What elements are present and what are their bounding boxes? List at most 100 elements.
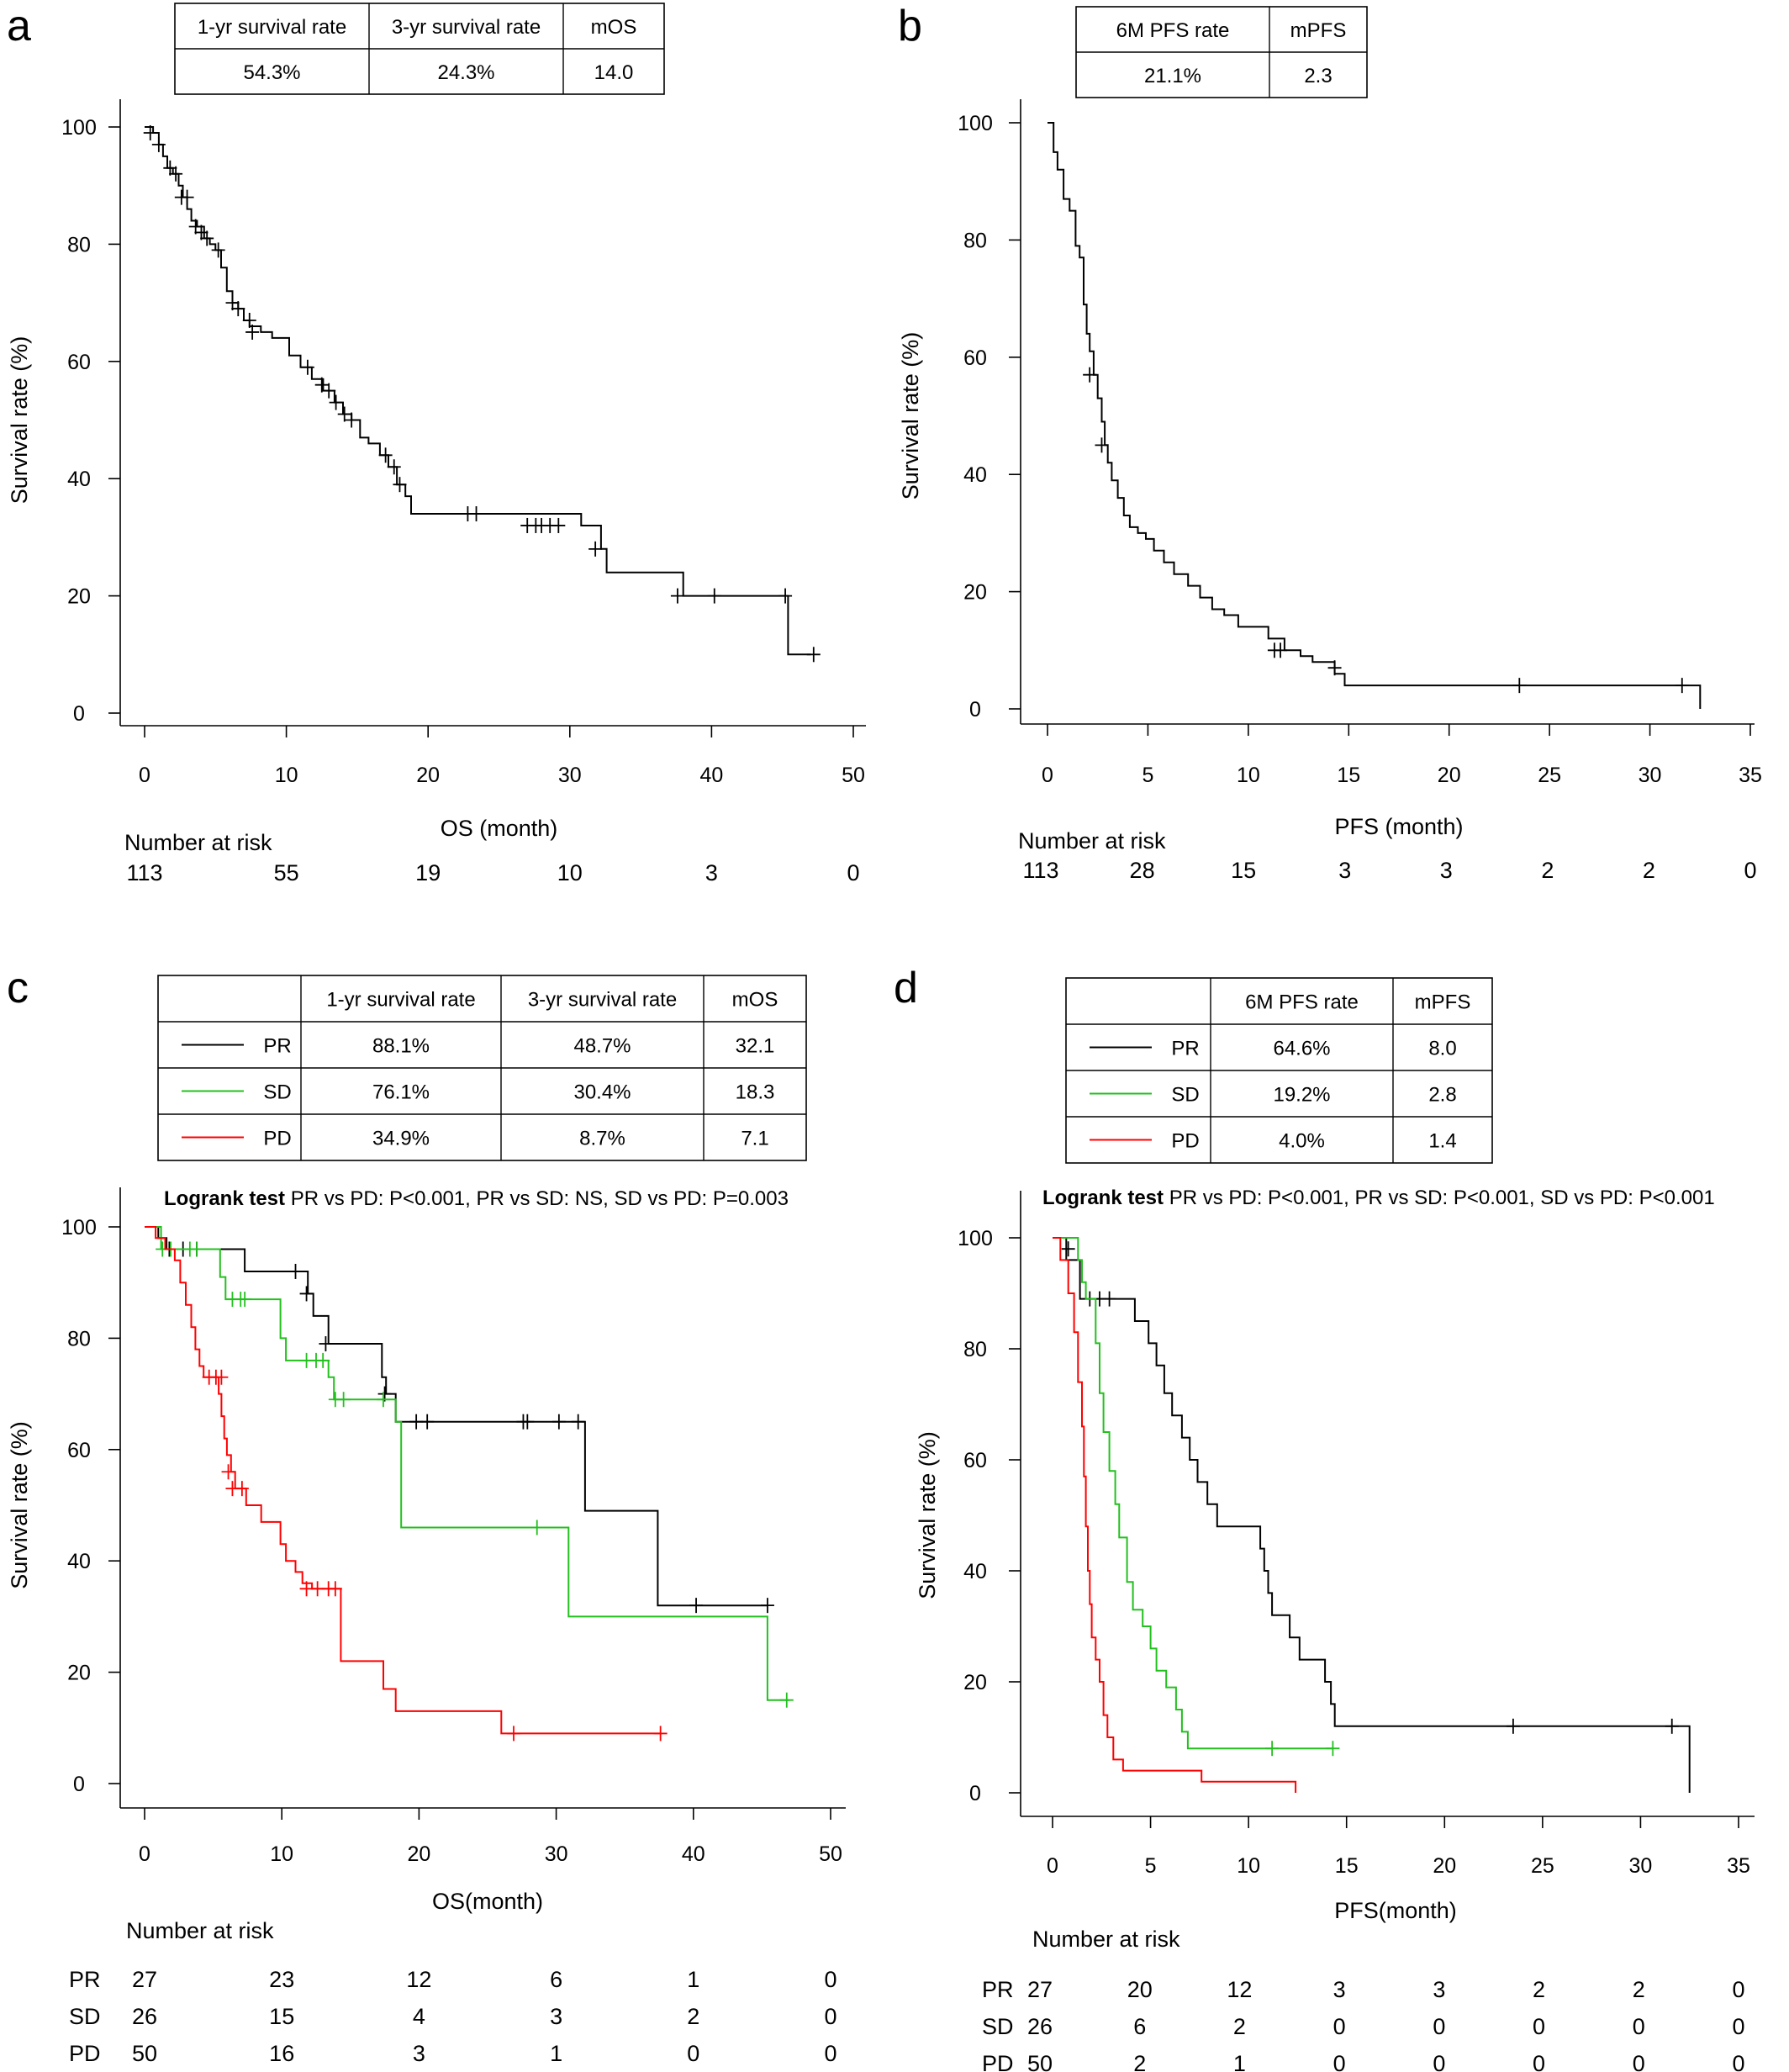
risk-count: 27 <box>132 1967 157 1992</box>
risk-count: 2 <box>1133 2051 1146 2072</box>
risk-count: 50 <box>1027 2051 1053 2072</box>
stats-table-cell: 1.4 <box>1428 1130 1456 1153</box>
stats-table-header: mPFS <box>1415 991 1471 1014</box>
logrank-label: Logrank test <box>164 1187 285 1210</box>
risk-count: 6 <box>1133 2014 1146 2039</box>
risk-count: 27 <box>1027 1977 1053 2002</box>
x-tick-label: 50 <box>819 1842 842 1866</box>
risk-count: 1 <box>550 2041 562 2066</box>
y-tick-label: 0 <box>969 1782 981 1805</box>
risk-count: 3 <box>1440 858 1453 883</box>
x-tick-label: 20 <box>1438 764 1461 787</box>
stats-table-cell: 30.4% <box>573 1081 631 1104</box>
x-axis-label: PFS(month) <box>1334 1898 1457 1923</box>
x-tick-label: 0 <box>1047 1854 1058 1878</box>
x-tick-label: 0 <box>139 764 150 787</box>
x-tick-label: 10 <box>270 1842 293 1866</box>
stats-table-cell: 32.1 <box>736 1035 775 1058</box>
risk-row-label: PD <box>69 2041 101 2066</box>
km-curve-pd <box>1053 1237 1297 1793</box>
risk-row-label: PD <box>982 2051 1014 2072</box>
risk-count: 3 <box>1338 858 1351 883</box>
risk-count: 113 <box>1022 858 1058 883</box>
risk-count: 0 <box>1333 2051 1346 2072</box>
legend-label-pd: PD <box>1171 1130 1199 1153</box>
risk-count: 50 <box>132 2041 157 2066</box>
risk-count: 20 <box>1127 1977 1153 2002</box>
stats-table-cell: 4.0% <box>1279 1130 1325 1153</box>
risk-count: 0 <box>1744 858 1756 883</box>
number-at-risk-title: Number at risk <box>124 830 272 855</box>
stats-table-header: 1-yr survival rate <box>326 989 475 1012</box>
logrank-test-note: Logrank test PR vs PD: P<0.001, PR vs SD… <box>164 1187 789 1210</box>
km-curve-sd <box>145 1226 789 1701</box>
risk-count: 0 <box>1533 2051 1545 2072</box>
x-tick-label: 5 <box>1142 764 1153 787</box>
km-curve-pr <box>1053 1237 1691 1793</box>
y-tick-label: 60 <box>67 1439 91 1462</box>
x-tick-label: 0 <box>139 1842 150 1866</box>
x-tick-label: 30 <box>1629 1854 1653 1878</box>
risk-count: 0 <box>847 860 859 885</box>
x-tick-label: 35 <box>1739 764 1762 787</box>
risk-count: 15 <box>269 2004 294 2029</box>
risk-count: 2 <box>1643 858 1655 883</box>
x-tick-label: 10 <box>1237 1854 1260 1878</box>
stats-table-header: 6M PFS rate <box>1116 19 1230 42</box>
risk-count: 26 <box>132 2004 157 2029</box>
panel-letter: d <box>894 964 918 1012</box>
x-tick-label: 35 <box>1727 1854 1750 1878</box>
panel-letter: c <box>7 964 29 1012</box>
risk-count: 0 <box>1633 2014 1645 2039</box>
risk-count: 2 <box>1233 2014 1246 2039</box>
stats-table-cell: 21.1% <box>1144 65 1201 87</box>
risk-row-label: PR <box>982 1977 1014 2002</box>
x-tick-label: 15 <box>1335 1854 1359 1878</box>
risk-count: 2 <box>1541 858 1554 883</box>
stats-table-cell: 2.8 <box>1428 1084 1456 1107</box>
risk-count: 26 <box>1027 2014 1053 2039</box>
stats-table-header: 3-yr survival rate <box>528 989 677 1012</box>
y-tick-label: 100 <box>958 1227 993 1250</box>
y-tick-label: 80 <box>67 1327 91 1350</box>
y-tick-label: 80 <box>67 233 91 256</box>
y-tick-label: 60 <box>963 346 987 370</box>
stats-table-cell: 34.9% <box>372 1128 430 1150</box>
risk-count: 0 <box>1732 2014 1744 2039</box>
logrank-label: Logrank test <box>1042 1187 1164 1209</box>
km-curve-all <box>1048 122 1702 709</box>
risk-count: 113 <box>126 860 162 885</box>
x-tick-label: 5 <box>1145 1854 1157 1878</box>
risk-count: 23 <box>269 1967 294 1992</box>
y-tick-label: 40 <box>963 463 987 487</box>
x-axis-label: PFS (month) <box>1334 814 1463 839</box>
y-tick-label: 20 <box>67 585 91 609</box>
stats-table-cell: 64.6% <box>1273 1038 1330 1060</box>
x-tick-label: 50 <box>842 764 865 787</box>
stats-table-header: mOS <box>732 989 778 1012</box>
risk-count: 0 <box>1433 2014 1445 2039</box>
stats-table-cell: 54.3% <box>243 61 300 84</box>
stats-table-header: mOS <box>591 16 637 39</box>
risk-row-label: PR <box>69 1967 101 1992</box>
y-tick-label: 60 <box>67 351 91 374</box>
number-at-risk-title: Number at risk <box>1032 1927 1180 1952</box>
legend-label-sd: SD <box>1171 1084 1199 1107</box>
risk-count: 3 <box>413 2041 425 2066</box>
x-tick-label: 25 <box>1538 764 1561 787</box>
risk-count: 12 <box>1227 1977 1252 2002</box>
risk-count: 15 <box>1231 858 1256 883</box>
x-tick-label: 15 <box>1337 764 1360 787</box>
x-tick-label: 40 <box>682 1842 705 1866</box>
stats-table-cell: 48.7% <box>573 1035 631 1058</box>
x-tick-label: 25 <box>1531 1854 1554 1878</box>
risk-count: 2 <box>687 2004 699 2029</box>
risk-count: 0 <box>1433 2051 1445 2072</box>
km-curve-all <box>145 126 811 656</box>
risk-count: 28 <box>1130 858 1155 883</box>
stats-table-header: 3-yr survival rate <box>392 16 541 39</box>
legend-label-pr: PR <box>1171 1038 1199 1060</box>
risk-count: 6 <box>550 1967 562 1992</box>
y-tick-label: 100 <box>61 116 97 140</box>
logrank-test-note: Logrank test PR vs PD: P<0.001, PR vs SD… <box>1042 1187 1715 1209</box>
